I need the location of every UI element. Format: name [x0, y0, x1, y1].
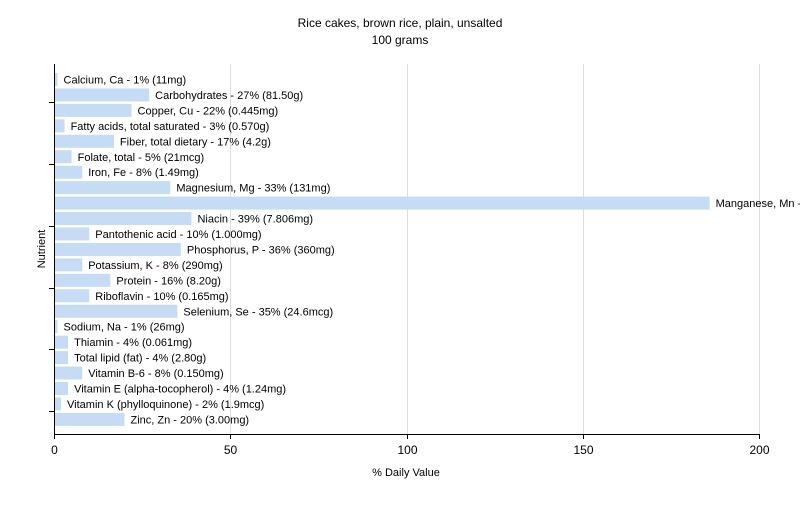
bar-label-21: Vitamin K (phylloquinone) - 2% (1.9mcg) [67, 399, 264, 411]
grid [230, 64, 760, 434]
bar-label-22: Zinc, Zn - 20% (3.00mg) [131, 414, 250, 426]
bar-14 [55, 289, 90, 303]
bars [55, 73, 710, 426]
bar-20 [55, 382, 69, 395]
bar-18 [55, 351, 69, 365]
bar-labels: Calcium, Ca - 1% (11mg) Carbohydrates - 2… [64, 75, 800, 427]
x-tick-label-2: 100 [397, 443, 417, 457]
bar-label-19: Vitamin B-6 - 8% (0.150mg) [88, 368, 224, 380]
y-axis-title: Nutrient [36, 230, 48, 269]
bar-label-7: Magnesium, Mg - 33% (131mg) [176, 183, 330, 195]
x-axis-title: % Daily Value [372, 467, 440, 479]
bar-label-4: Fiber, total dietary - 17% (4.2g) [120, 136, 271, 148]
bar-22 [55, 412, 125, 426]
bar-5 [55, 150, 72, 164]
bar-label-6: Iron, Fe - 8% (1.49mg) [88, 167, 199, 179]
bar-2 [55, 103, 132, 117]
bar-label-18: Total lipid (fat) - 4% (2.80g) [74, 353, 206, 365]
bar-7 [55, 181, 171, 195]
bar-label-8: Manganese, Mn - 186% (3.730mg) [716, 198, 800, 210]
bar-label-5: Folate, total - 5% (21mcg) [78, 152, 205, 164]
bar-4 [55, 134, 114, 148]
x-tick-label-3: 150 [573, 443, 593, 457]
chart-title: Rice cakes, brown rice, plain, unsalted [298, 16, 503, 30]
bar-11 [55, 242, 181, 256]
bar-1 [55, 88, 150, 102]
bar-label-12: Potassium, K - 8% (290mg) [88, 260, 223, 272]
x-tick-label-0: 0 [51, 443, 58, 457]
chart-subtitle: 100 grams [372, 33, 429, 47]
bar-12 [55, 258, 83, 272]
bar-3 [55, 119, 65, 133]
bar-label-1: Carbohydrates - 27% (81.50g) [155, 90, 303, 102]
bar-13 [55, 273, 111, 287]
bar-label-14: Riboflavin - 10% (0.165mg) [95, 291, 228, 303]
bar-label-9: Niacin - 39% (7.806mg) [197, 214, 313, 226]
bar-15 [55, 304, 178, 318]
bar-17 [55, 335, 69, 349]
bar-label-2: Copper, Cu - 22% (0.445mg) [138, 105, 279, 117]
bar-label-11: Phosphorus, P - 36% (360mg) [187, 244, 335, 256]
bar-6 [55, 165, 83, 179]
x-tick-label-4: 200 [749, 443, 769, 457]
bar-10 [55, 227, 90, 241]
bar-8 [55, 196, 710, 210]
bar-label-20: Vitamin E (alpha-tocopherol) - 4% (1.24m… [74, 384, 286, 396]
bar-0 [55, 73, 58, 86]
bar-21 [55, 397, 62, 411]
bar-9 [55, 212, 192, 226]
bar-label-17: Thiamin - 4% (0.061mg) [74, 337, 192, 349]
bar-19 [55, 366, 83, 380]
x-tick-label-1: 50 [224, 443, 238, 457]
bar-label-13: Protein - 16% (8.20g) [116, 275, 221, 287]
bar-16 [55, 320, 58, 334]
bar-label-15: Selenium, Se - 35% (24.6mcg) [183, 306, 333, 318]
bar-label-10: Pantothenic acid - 10% (1.000mg) [95, 229, 261, 241]
bar-label-16: Sodium, Na - 1% (26mg) [64, 322, 185, 334]
axes: 0 50 100 150 200 [49, 64, 770, 457]
bar-label-0: Calcium, Ca - 1% (11mg) [64, 75, 187, 87]
bar-label-3: Fatty acids, total saturated - 3% (0.570… [71, 121, 270, 133]
